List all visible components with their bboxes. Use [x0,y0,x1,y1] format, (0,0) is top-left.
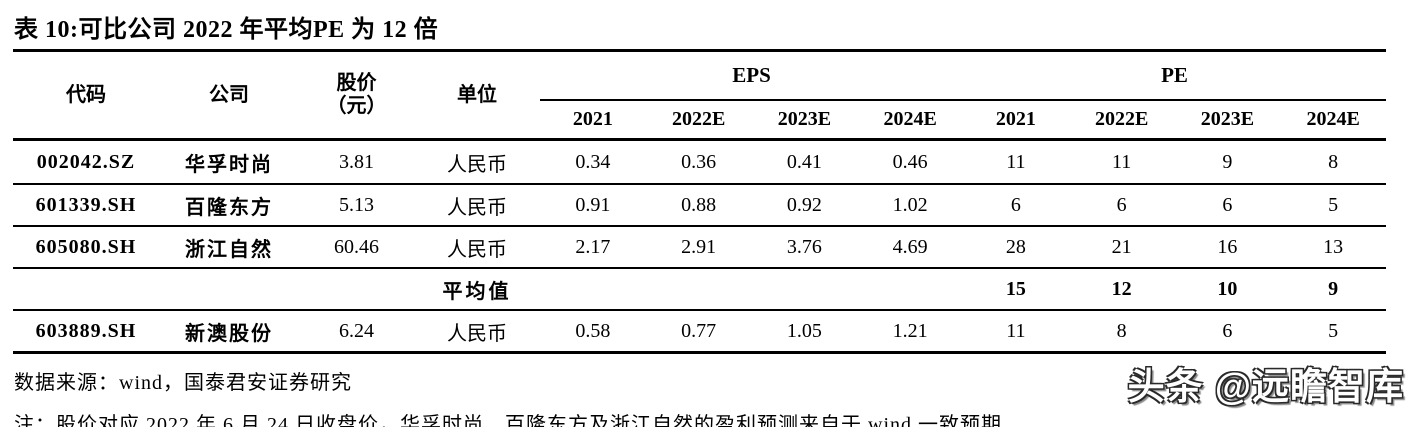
header-group-pe: PE [963,52,1386,101]
table-row-huafu: 002042.SZ 华孚时尚 3.81 人民币 0.34 0.36 0.41 0… [13,141,1386,183]
cell-eps-2022e: 0.77 [681,319,717,342]
cell-unit: 人民币 [447,238,507,261]
avg-pe-2022e: 12 [1111,277,1132,300]
header-price: 股价 （元） [299,52,414,138]
cell-eps-2021: 2.17 [575,235,611,258]
cell-pe-2022e: 8 [1116,319,1127,342]
title-rule [13,49,1386,52]
footnote-line: 注：股价对应 2022 年 6 月 24 日收盘价，华孚时尚、百隆东方及浙江自然… [14,414,1002,427]
table-header: 代码 公司 股价 （元） 单位 EPS PE 2021 2022E 2023E … [13,52,1386,141]
header-company: 公司 [209,83,249,106]
cell-unit: 人民币 [447,196,507,219]
avg-pe-2021: 15 [1005,277,1026,300]
cell-eps-2023e: 1.05 [786,319,822,342]
watermark: 头条 @远瞻智库 [1127,366,1404,407]
cell-code: 605080.SH [35,235,137,258]
cell-eps-2022e: 0.36 [681,150,717,173]
cell-eps-2024e: 0.46 [892,150,928,173]
cell-empty [540,269,646,309]
cell-eps-2021: 0.58 [575,319,611,342]
cell-pe-2024e: 5 [1328,319,1339,342]
cell-pe-2023e: 6 [1222,319,1233,342]
cell-pe-2022e: 11 [1111,150,1132,173]
cell-pe-2024e: 8 [1328,150,1339,173]
cell-pe-2022e: 6 [1116,193,1127,216]
cell-empty [299,269,414,309]
cell-pe-2021: 6 [1010,193,1021,216]
cell-price: 60.46 [334,235,379,258]
cell-unit: 人民币 [447,153,507,176]
header-pe-2024e: 2024E [1306,108,1360,130]
comparable-company-table: 代码 公司 股价 （元） 单位 EPS PE 2021 2022E 2023E … [13,52,1386,354]
cell-pe-2024e: 13 [1323,235,1344,258]
cell-eps-2022e: 0.88 [681,193,717,216]
header-eps-2024e: 2024E [883,108,937,130]
cell-code: 601339.SH [35,193,137,216]
avg-pe-2023e: 10 [1217,277,1238,300]
table-title: 表 10:可比公司 2022 年平均PE 为 12 倍 [14,17,439,43]
header-pe-2023e: 2023E [1200,108,1255,130]
cell-eps-2023e: 3.76 [786,235,822,258]
cell-company: 百隆东方 [185,196,273,219]
cell-price: 5.13 [339,193,374,216]
cell-pe-2021: 11 [1006,150,1026,173]
cell-eps-2023e: 0.92 [786,193,822,216]
data-source-line: 数据来源：wind，国泰君安证券研究 [14,372,352,394]
avg-pe-2024e: 9 [1328,277,1339,300]
cell-eps-2021: 0.34 [575,150,611,173]
table-row-xinao: 603889.SH 新澳股份 6.24 人民币 0.58 0.77 1.05 1… [13,309,1386,351]
header-pe-2022e: 2022E [1094,108,1149,130]
average-row: 平均值 15 12 10 9 [13,267,1386,309]
cell-pe-2023e: 16 [1217,235,1238,258]
cell-empty [646,269,752,309]
header-group-eps: EPS [540,52,963,101]
cell-empty [13,269,159,309]
cell-eps-2024e: 1.21 [892,319,928,342]
cell-code: 002042.SZ [36,150,136,173]
cell-eps-2023e: 0.41 [786,150,822,173]
header-pe-2021: 2021 [995,108,1036,130]
cell-pe-2023e: 6 [1222,193,1233,216]
header-eps-2022e: 2022E [671,108,726,130]
cell-eps-2022e: 2.91 [681,235,717,258]
cell-pe-2021: 11 [1006,319,1026,342]
header-eps-2023e: 2023E [777,108,832,130]
average-label: 平均值 [442,280,512,303]
cell-price: 3.81 [339,150,374,173]
cell-company: 浙江自然 [185,238,273,261]
cell-code: 603889.SH [35,319,137,342]
table-row-zhejiang: 605080.SH 浙江自然 60.46 人民币 2.17 2.91 3.76 … [13,225,1386,267]
cell-empty [159,269,299,309]
cell-pe-2023e: 9 [1222,150,1233,173]
header-price-line2: （元） [326,95,387,117]
cell-pe-2022e: 21 [1111,235,1132,258]
cell-company: 华孚时尚 [185,153,273,176]
header-eps-2021: 2021 [572,108,613,130]
table-row-bailong: 601339.SH 百隆东方 5.13 人民币 0.91 0.88 0.92 1… [13,183,1386,225]
cell-eps-2021: 0.91 [575,193,611,216]
header-price-line1: 股价 [336,72,377,94]
cell-price: 6.24 [339,319,374,342]
cell-unit: 人民币 [447,322,507,345]
cell-pe-2021: 28 [1005,235,1026,258]
cell-empty [752,269,858,309]
cell-eps-2024e: 1.02 [892,193,928,216]
cell-eps-2024e: 4.69 [892,235,928,258]
header-code: 代码 [66,83,106,106]
header-unit: 单位 [457,83,497,106]
cell-empty [857,269,963,309]
cell-pe-2024e: 5 [1328,193,1339,216]
cell-company: 新澳股份 [185,322,273,345]
